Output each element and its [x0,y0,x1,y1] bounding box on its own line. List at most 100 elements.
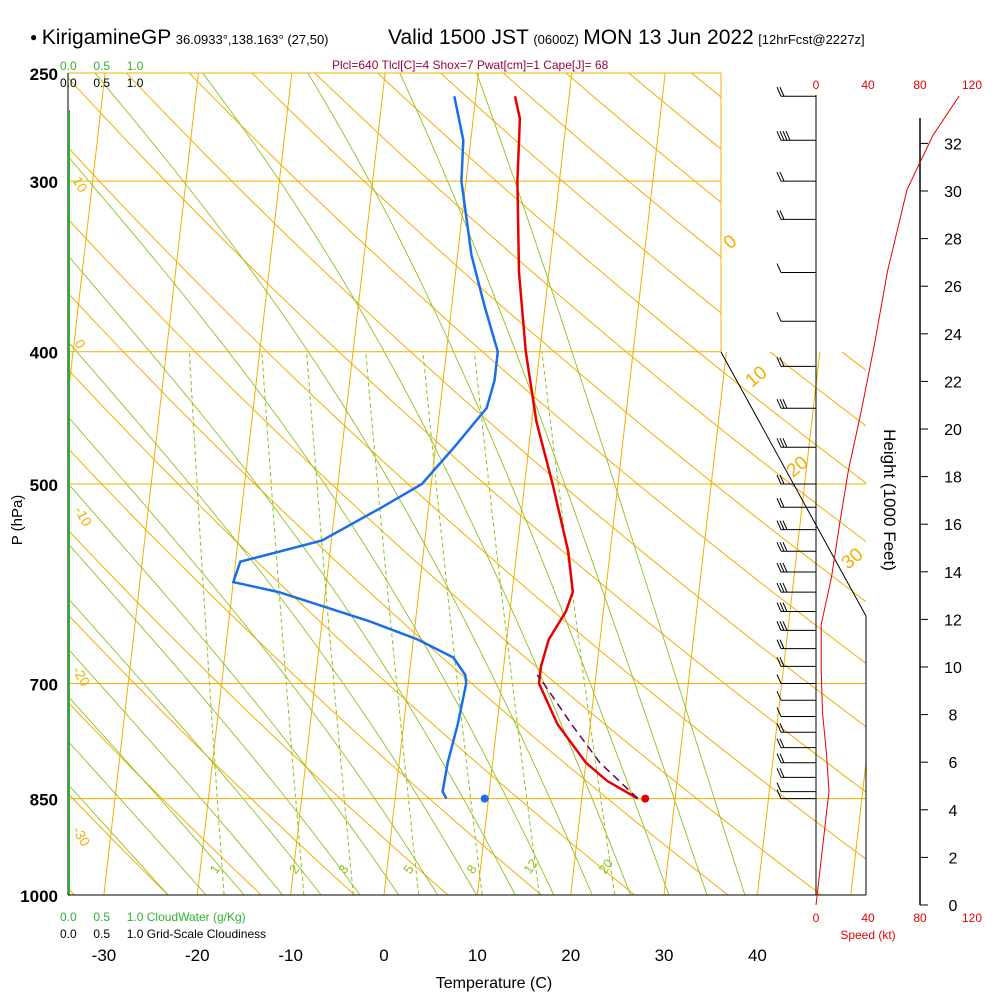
cloud-scale-bottom-green: 0.0 0.5 1.0 CloudWater (g/Kg) [60,910,246,924]
wind-barb-flag [776,210,782,220]
mixing-ratio-lines [188,351,616,895]
wind-barb-flag [776,171,782,182]
station-dot-icon: ● [30,30,38,44]
wind-barb-flag [776,602,782,612]
height-tick-label: 16 [944,517,962,534]
wind-barb [776,753,816,764]
pressure-tick-label: 500 [30,476,58,495]
wind-barb-flag [779,621,785,631]
mixing-ratio-line [422,351,483,895]
dry-adiabat-label: 10 [69,174,91,196]
wind-barb-flag [782,602,788,612]
wind-barb [776,707,816,717]
plot-frame [67,73,921,905]
wind-barb-flag [776,738,782,748]
wind-barb-flag [779,582,785,593]
wind-barb-flag [782,541,788,552]
moist-adiabat-line [399,73,708,895]
height-tick-label: 26 [944,279,962,296]
dry-adiabat-line [68,218,823,895]
wind-barb-flag [779,87,785,97]
forecast-info: [12hrFcst@2227z] [758,32,865,47]
moist-adiabat-line [68,597,322,895]
mixing-ratio-label: 5 [400,862,416,877]
valid-date: MON 13 Jun 2022 [583,26,754,49]
dry-adiabat-line [68,292,729,895]
wind-barb-flag [776,707,782,717]
speed-tick-label-bottom: 40 [861,911,875,925]
valid-zulu: (0600Z) [533,32,579,47]
wind-barb-flag [782,621,788,631]
barb-region-edge [720,351,867,895]
speed-tick-label-bottom: 120 [962,911,982,925]
valid-main: Valid 1500 JST [388,26,529,49]
mixing-ratio-label: 3 [335,862,351,877]
moist-adiabat-line [68,416,439,895]
mixing-ratio-line [306,351,354,895]
speed-profile [815,95,960,906]
wind-barb-flag [776,357,782,367]
wind-barb-flag [776,657,782,667]
dry-adiabat-line [68,447,543,895]
x-axis-title: Temperature (C) [436,975,552,992]
wind-barb-flag [782,520,788,530]
wind-barb [776,691,816,701]
wind-barb-flag [779,171,785,182]
wind-barb [776,621,816,631]
dry-adiabat-line [125,73,866,728]
speed-tick-label-top: 120 [962,78,982,92]
station-coords: 36.0933°,138.163° (27,50) [175,32,329,47]
wind-barb-flag [776,782,782,792]
parcel-line [536,674,639,800]
wind-barb-flag [782,438,788,448]
wind-barb [776,520,816,531]
wind-barb-flag [779,498,785,508]
moist-adiabat-line [94,73,593,895]
header: ● KirigamineGP 36.0933°,138.163° (27,50) [30,26,329,50]
pressure-tick-label: 850 [30,791,58,810]
height-tick-label: 6 [949,755,958,772]
dry-adiabat-line [251,73,866,603]
wind-barb-flag [785,130,791,141]
height-tick-label: 14 [944,565,962,582]
speed-axis-title: Speed (kt) [840,928,895,942]
moist-adiabat-label: 10 [742,362,772,392]
wind-barb [776,398,816,409]
wind-barb-flag [776,541,782,552]
surface-temperature-point [641,794,650,803]
dry-adiabat-label: -30 [69,824,93,850]
dry-adiabat-line [68,792,169,895]
mixing-ratio-label: 8 [463,862,479,877]
wind-barb-flag [776,621,782,631]
height-tick-label: 4 [949,803,958,820]
moist-adiabat-line [68,482,400,895]
height-tick-label: 10 [944,660,962,677]
wind-barb-flag [779,602,785,612]
pressure-tick-label: 1000 [20,887,58,906]
wind-barb [776,87,816,97]
wind-barb [776,541,816,552]
wind-barb-flag [779,723,785,733]
x-tick-label: -10 [278,946,303,965]
wind-barb-flag [779,541,785,552]
speed-tick-label-top: 80 [913,78,927,92]
wind-barb-flag [779,130,785,141]
moist-adiabat-line [68,542,361,895]
wind-barb [776,562,816,573]
dry-adiabat-line [376,73,866,484]
wind-barb-flag [782,562,788,573]
wind-barb-flag [776,312,782,322]
height-tick-label: 8 [949,708,958,725]
wind-barb [776,582,816,593]
height-axis-title: Height (1000 Feet) [880,429,899,571]
wind-barb [776,357,816,367]
wind-barb-flag [779,639,785,649]
wind-barb-flag [782,130,788,141]
speed-tick-label-top: 0 [813,78,820,92]
wind-barb-flag [776,753,782,763]
x-tick-label: 40 [748,946,767,965]
wind-barb-flag [779,398,785,409]
wind-barb [776,171,816,182]
dry-adiabat-line [68,146,866,860]
